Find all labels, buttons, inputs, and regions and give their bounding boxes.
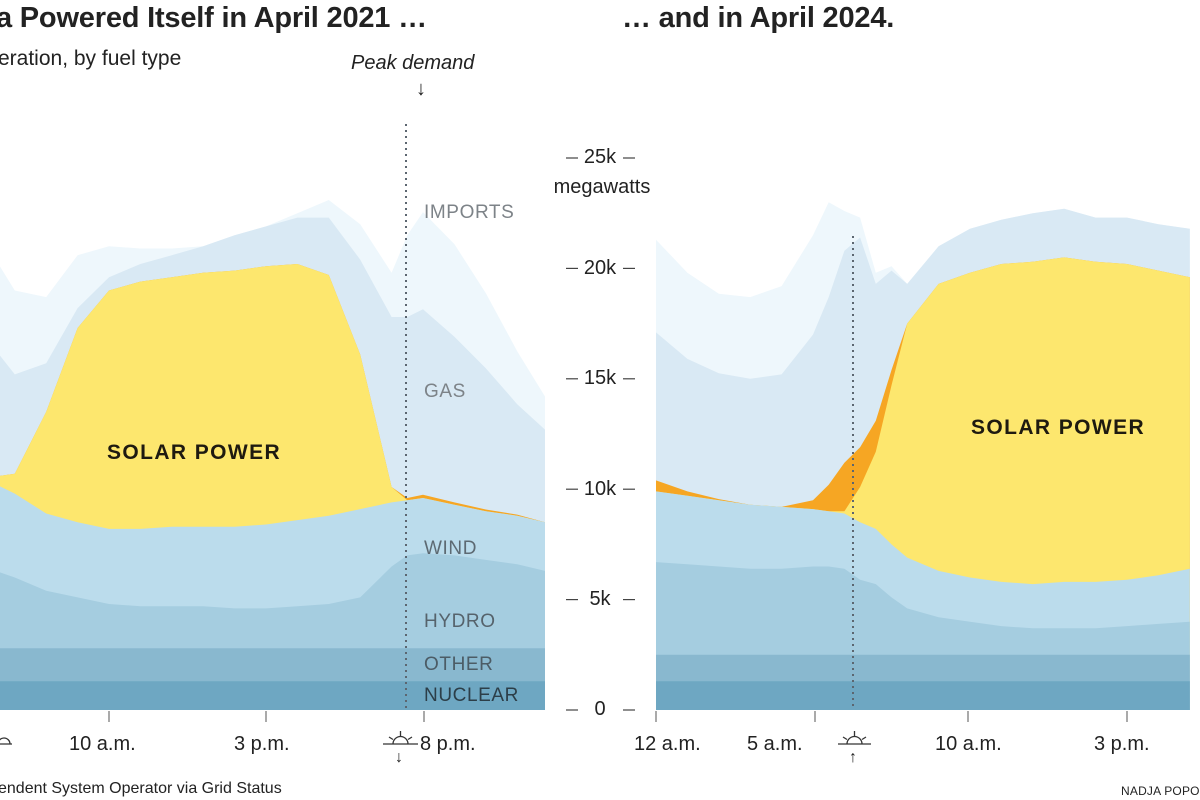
source-note: endent System Operator via Grid Status — [0, 780, 282, 797]
left-chart-areas — [0, 200, 545, 710]
sunset-icon — [383, 731, 418, 745]
label-nuclear: NUCLEAR — [424, 685, 519, 706]
y-tick-15k: 15k — [583, 367, 617, 389]
label-wind: WIND — [424, 538, 478, 559]
y-tick-10k: 10k — [583, 478, 617, 500]
area-nuclear — [656, 681, 1190, 710]
label-solar-left: SOLAR POWER — [107, 441, 282, 464]
right-x-tick-12am: 12 a.m. — [634, 733, 701, 755]
y-axis-unit: megawatts — [553, 176, 651, 198]
left-x-tick-10am: 10 a.m. — [69, 733, 136, 755]
right-chart-areas — [656, 202, 1190, 711]
sunrise-icon-left — [0, 737, 12, 745]
credit: NADJA POPO — [1121, 784, 1200, 798]
right-x-tick-5am: 5 a.m. — [747, 733, 803, 755]
left-x-axis — [108, 711, 425, 722]
chart-subtitle: eration, by fuel type — [0, 47, 182, 70]
label-other: OTHER — [424, 654, 494, 675]
y-tick-0: 0 — [594, 698, 606, 720]
label-gas: GAS — [424, 381, 466, 402]
left-x-tick-8pm: 8 p.m. — [420, 733, 476, 755]
y-axis-dashes — [566, 157, 635, 711]
right-x-tick-10am: 10 a.m. — [935, 733, 1002, 755]
label-hydro: HYDRO — [424, 611, 496, 632]
area-nuclear — [0, 681, 545, 710]
right-x-tick-3pm: 3 p.m. — [1094, 733, 1150, 755]
chart-title-left: a Powered Itself in April 2021 … — [0, 2, 427, 34]
y-tick-5k: 5k — [589, 588, 611, 610]
label-imports: IMPORTS — [424, 202, 515, 223]
left-x-tick-3pm: 3 p.m. — [234, 733, 290, 755]
sunset-arrow-icon: ↓ — [395, 749, 403, 766]
label-solar-right: SOLAR POWER — [971, 416, 1146, 439]
peak-demand-arrow-icon: ↓ — [416, 78, 426, 100]
sunrise-icon — [838, 731, 871, 745]
chart-title-right: … and in April 2024. — [622, 2, 895, 34]
sunrise-arrow-icon: ↑ — [849, 749, 857, 766]
right-x-axis — [655, 711, 1128, 722]
peak-demand-label: Peak demand — [351, 52, 475, 74]
y-tick-20k: 20k — [583, 257, 617, 279]
y-tick-25k: 25k — [583, 146, 617, 168]
